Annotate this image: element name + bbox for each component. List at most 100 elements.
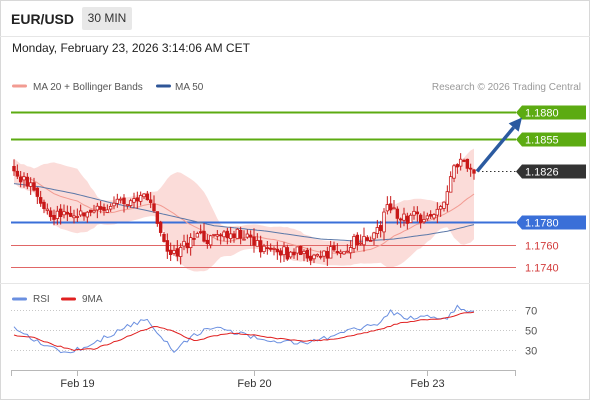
time-tick-label: Feb 23 bbox=[410, 378, 444, 390]
candle bbox=[135, 191, 140, 209]
candle bbox=[402, 207, 406, 227]
candle-body bbox=[272, 247, 276, 250]
candle-body bbox=[82, 212, 86, 217]
candle bbox=[355, 232, 360, 251]
candle-body bbox=[215, 234, 220, 237]
candle bbox=[372, 231, 376, 246]
candle bbox=[32, 177, 36, 192]
legend-rsi-label: RSI bbox=[33, 294, 50, 305]
candle bbox=[208, 234, 213, 249]
candle bbox=[315, 253, 320, 258]
candle bbox=[42, 199, 46, 214]
candle bbox=[105, 204, 110, 213]
candle bbox=[128, 198, 133, 208]
candle bbox=[218, 232, 223, 245]
candle bbox=[258, 235, 263, 258]
candle bbox=[178, 243, 183, 265]
level-tag-bg bbox=[516, 215, 586, 230]
candle bbox=[248, 230, 253, 246]
candle-body bbox=[65, 211, 70, 215]
candle-body bbox=[278, 250, 283, 256]
candle bbox=[15, 164, 20, 180]
candle-body bbox=[295, 246, 300, 254]
candle bbox=[292, 248, 296, 259]
candle bbox=[278, 248, 283, 263]
bollinger-band-fill bbox=[14, 148, 474, 272]
legend-ma20-label: MA 20 + Bollinger Bands bbox=[33, 82, 143, 93]
candle-body bbox=[168, 249, 173, 256]
timeframe-badge[interactable]: 30 MIN bbox=[82, 7, 132, 30]
candle bbox=[108, 203, 113, 212]
candle-body bbox=[345, 250, 350, 253]
candle-body bbox=[328, 246, 333, 259]
candle bbox=[188, 233, 193, 256]
candle-body bbox=[108, 206, 113, 210]
level-text-1.1740: 1.1740 bbox=[525, 263, 559, 275]
candle-body bbox=[378, 225, 383, 231]
time-axis-ticks: Feb 19 Feb 20 Feb 23 bbox=[60, 370, 445, 390]
rsi-9ma-line bbox=[13, 311, 475, 352]
candle-body bbox=[142, 193, 146, 198]
candle-body bbox=[458, 158, 463, 167]
candle-body bbox=[225, 230, 230, 239]
candle-body bbox=[432, 214, 436, 219]
candle bbox=[262, 243, 266, 254]
candle-body bbox=[125, 204, 130, 206]
candle-body bbox=[352, 236, 356, 249]
candle-body bbox=[115, 198, 120, 204]
candle bbox=[435, 202, 440, 224]
candle-body bbox=[368, 239, 373, 242]
candle bbox=[472, 168, 476, 180]
candle bbox=[142, 193, 146, 200]
candle-body bbox=[52, 215, 56, 220]
candle-body bbox=[105, 209, 110, 213]
level-tag-1.1780: 1.1780 bbox=[516, 215, 586, 230]
candle bbox=[205, 234, 210, 249]
candle bbox=[242, 230, 246, 241]
candle bbox=[265, 240, 270, 255]
candle-body bbox=[62, 211, 66, 216]
candle-body bbox=[85, 211, 90, 218]
candle-body bbox=[358, 242, 363, 245]
candle bbox=[465, 158, 470, 172]
candle-body bbox=[425, 215, 430, 220]
last-price-tag-text: 1.1826 bbox=[525, 167, 559, 179]
level-tag-bg bbox=[516, 132, 586, 147]
candle-body bbox=[292, 251, 296, 256]
candle-body bbox=[265, 247, 270, 250]
candle bbox=[62, 204, 66, 219]
candle-body bbox=[385, 204, 390, 212]
candle-body bbox=[32, 182, 36, 191]
candle-body bbox=[38, 197, 43, 204]
candle bbox=[395, 206, 400, 225]
candle bbox=[245, 229, 250, 239]
candle bbox=[235, 228, 240, 239]
candle bbox=[272, 246, 276, 256]
candle bbox=[415, 206, 420, 222]
candle bbox=[92, 204, 96, 214]
candle-body bbox=[148, 199, 153, 203]
candle bbox=[282, 242, 286, 263]
candle-body bbox=[75, 216, 80, 218]
candle bbox=[288, 250, 293, 259]
candle-body bbox=[72, 215, 76, 219]
candle bbox=[145, 190, 150, 201]
candle bbox=[45, 203, 50, 215]
candle bbox=[392, 200, 396, 210]
candle bbox=[12, 159, 16, 176]
candle-body bbox=[398, 218, 403, 221]
candle bbox=[442, 201, 446, 212]
candle bbox=[148, 192, 153, 209]
candle-body bbox=[382, 211, 386, 233]
candle-body bbox=[155, 211, 160, 224]
candle bbox=[408, 213, 413, 224]
candle bbox=[268, 243, 273, 252]
candle bbox=[338, 249, 343, 258]
candle-body bbox=[162, 233, 166, 242]
timestamp-label: Monday, February 23, 2026 3:14:06 AM CET bbox=[12, 41, 250, 55]
candle-body bbox=[392, 207, 396, 210]
candle bbox=[455, 163, 460, 174]
candle bbox=[448, 171, 453, 193]
candle-body bbox=[218, 234, 223, 237]
overlays: 1.1880 1.1855 1.1826 1.1780 1.1760 1.1740 bbox=[475, 105, 586, 275]
